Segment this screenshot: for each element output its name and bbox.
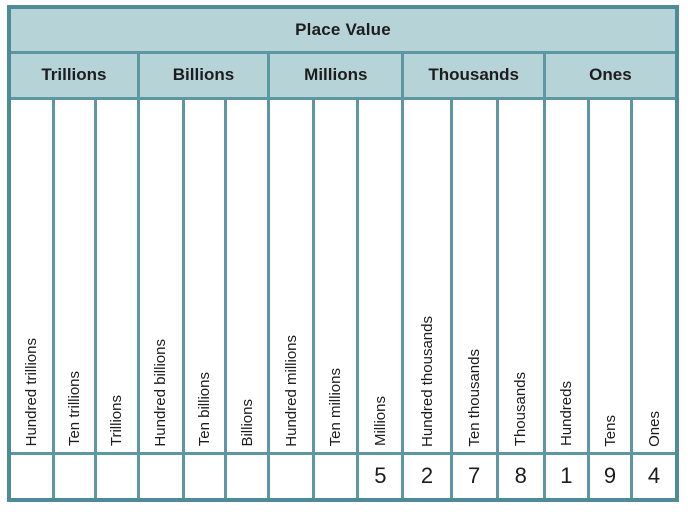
place-label-cell-hundreds: Hundreds <box>542 96 590 455</box>
table-title: Place Value <box>7 5 679 54</box>
digits-row: 5 2 7 8 1 9 4 <box>7 451 679 502</box>
place-label-cell-hundred-trillions: Hundred trillions <box>7 96 55 455</box>
place-label: Ten trillions <box>65 371 83 447</box>
place-label: Hundred billions <box>152 338 170 447</box>
place-label-cell-millions: Millions <box>356 96 405 455</box>
place-label: Hundred millions <box>282 334 300 447</box>
place-label: Ten billions <box>195 372 213 447</box>
group-header-trillions: Trillions <box>7 50 140 100</box>
digit-cell-ones: 4 <box>630 451 679 502</box>
group-header-thousands: Thousands <box>401 50 546 100</box>
place-label-cell-tens: Tens <box>586 96 634 455</box>
digit-cell-hundred-thousands: 2 <box>401 451 453 502</box>
place-label: Hundred trillions <box>22 338 40 447</box>
place-label-cell-ten-trillions: Ten trillions <box>51 96 97 455</box>
digit-cell-ten-millions <box>312 451 360 502</box>
place-label: Ten millions <box>327 368 345 447</box>
place-label: Hundreds <box>557 381 575 447</box>
place-label-cell-trillions: Trillions <box>93 96 140 455</box>
place-label: Millions <box>371 396 389 447</box>
digit-cell-ten-billions <box>181 451 228 502</box>
place-label: Ones <box>645 410 663 447</box>
digit-cell-ten-trillions <box>51 451 97 502</box>
place-label: Ten thousands <box>465 348 483 447</box>
place-label-cell-hundred-millions: Hundred millions <box>267 96 316 455</box>
title-row: Place Value <box>7 5 679 54</box>
place-label-cell-ones: Ones <box>630 96 679 455</box>
place-label-cell-ten-millions: Ten millions <box>312 96 360 455</box>
place-label: Trillions <box>108 395 126 447</box>
digit-cell-thousands: 8 <box>495 451 546 502</box>
group-header-row: Trillions Billions Millions Thousands On… <box>7 50 679 100</box>
group-header-billions: Billions <box>136 50 271 100</box>
digit-cell-hundred-millions <box>267 451 316 502</box>
place-label: Tens <box>601 414 619 447</box>
place-label: Billions <box>238 398 256 447</box>
place-label-cell-billions: Billions <box>224 96 271 455</box>
digit-cell-tens: 9 <box>586 451 634 502</box>
digit-cell-trillions <box>93 451 140 502</box>
place-label-cell-ten-thousands: Ten thousands <box>449 96 499 455</box>
digit-cell-hundred-billions <box>136 451 185 502</box>
digit-cell-hundred-trillions <box>7 451 55 502</box>
place-labels-row: Hundred trillions Ten trillions Trillion… <box>7 96 679 455</box>
digit-cell-billions <box>224 451 271 502</box>
digit-cell-millions: 5 <box>356 451 405 502</box>
place-value-table: Place Value Trillions Billions Millions … <box>7 5 679 502</box>
place-label-cell-ten-billions: Ten billions <box>181 96 228 455</box>
group-header-ones: Ones <box>542 50 679 100</box>
group-header-millions: Millions <box>267 50 405 100</box>
digit-cell-ten-thousands: 7 <box>449 451 499 502</box>
place-label-cell-thousands: Thousands <box>495 96 546 455</box>
place-label-cell-hundred-billions: Hundred billions <box>136 96 185 455</box>
place-label: Thousands <box>512 372 530 447</box>
place-value-figure: Place Value Trillions Billions Millions … <box>7 5 679 502</box>
place-label: Hundred thousands <box>418 315 436 447</box>
place-label-cell-hundred-thousands: Hundred thousands <box>401 96 453 455</box>
digit-cell-hundreds: 1 <box>542 451 590 502</box>
